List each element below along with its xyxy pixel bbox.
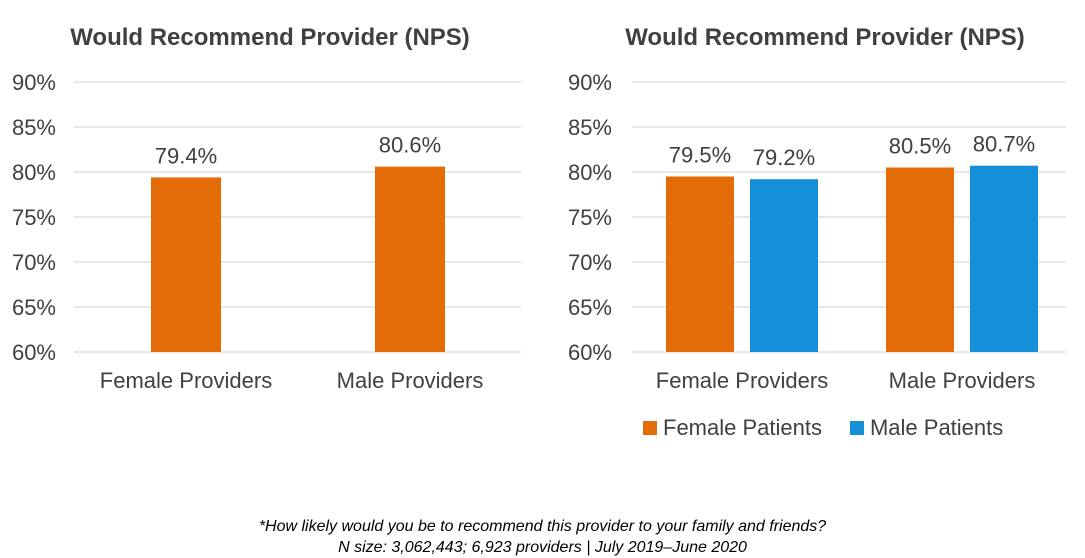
- right-data-label: 80.7%: [973, 132, 1035, 157]
- left-y-tick-label: 80%: [12, 160, 56, 185]
- right-bar: [666, 176, 734, 352]
- left-chart-title: Would Recommend Provider (NPS): [70, 24, 470, 51]
- footnote-question: *How likely would you be to recommend th…: [258, 518, 827, 535]
- legend-item-male-patients: Male Patients: [849, 415, 1004, 441]
- legend-swatch-female-patients: [643, 421, 657, 435]
- right-y-tick-label: 70%: [568, 250, 612, 275]
- left-bar: [151, 177, 221, 352]
- left-category-label: Female Providers: [100, 368, 272, 393]
- footnote-sample-size: N size: 3,062,443; 6,923 providers | Jul…: [338, 539, 747, 556]
- right-y-tick-label: 85%: [568, 115, 612, 140]
- left-category-label: Male Providers: [337, 368, 484, 393]
- right-y-tick-label: 60%: [568, 340, 612, 365]
- legend-label-male-patients: Male Patients: [869, 415, 1004, 440]
- right-data-label: 79.5%: [669, 143, 731, 168]
- legend-label-female-patients: Female Patients: [663, 415, 822, 440]
- right-category-label: Male Providers: [889, 368, 1036, 393]
- left-data-label: 79.4%: [155, 143, 217, 168]
- left-data-label: 80.6%: [379, 133, 441, 158]
- right-bar: [970, 165, 1038, 352]
- right-bar: [750, 179, 818, 352]
- left-y-tick-label: 90%: [12, 70, 56, 95]
- right-y-tick-label: 75%: [568, 205, 612, 230]
- right-category-label: Female Providers: [656, 368, 828, 393]
- right-chart-title: Would Recommend Provider (NPS): [625, 24, 1025, 51]
- left-y-tick-label: 65%: [12, 295, 56, 320]
- left-y-tick-label: 60%: [12, 340, 56, 365]
- legend-item-female-patients: Female Patients: [643, 415, 822, 441]
- left-y-tick-label: 75%: [12, 205, 56, 230]
- left-bar: [375, 166, 445, 352]
- right-y-tick-label: 65%: [568, 295, 612, 320]
- legend-swatch-male-patients: [849, 421, 864, 435]
- right-y-tick-label: 80%: [568, 160, 612, 185]
- right-bar: [886, 167, 954, 352]
- right-chart-legend: Female Patients Male Patients: [643, 415, 1031, 441]
- right-data-label: 79.2%: [753, 145, 815, 170]
- left-y-tick-label: 85%: [12, 115, 56, 140]
- right-data-label: 80.5%: [889, 134, 951, 159]
- right-y-tick-label: 90%: [568, 70, 612, 95]
- left-y-tick-label: 70%: [12, 250, 56, 275]
